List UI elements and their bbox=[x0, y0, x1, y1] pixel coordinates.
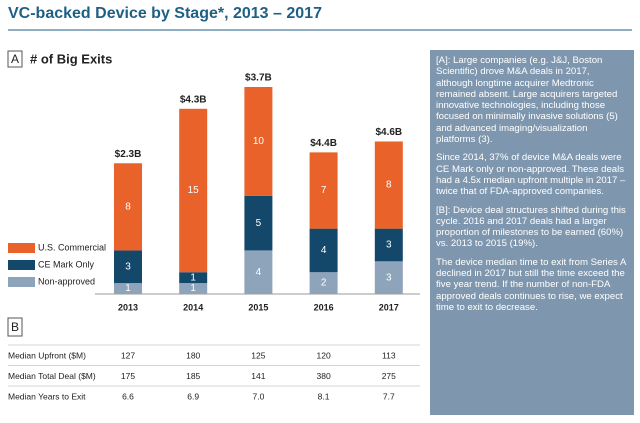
segment-label: 1 bbox=[190, 283, 196, 294]
cell: 125 bbox=[251, 350, 265, 360]
cell: 175 bbox=[121, 371, 135, 381]
section-box bbox=[7, 50, 23, 68]
cell: 380 bbox=[317, 371, 331, 381]
bar-segment bbox=[374, 141, 403, 229]
segment-label: 8 bbox=[125, 201, 131, 212]
row-label: Median Upfront ($M) bbox=[8, 350, 86, 360]
note-paragraph: The device median time to exit from Seri… bbox=[436, 256, 626, 313]
total-label: $4.6B bbox=[375, 127, 402, 138]
x-tick-label: 2017 bbox=[379, 302, 399, 312]
segment-label: 15 bbox=[188, 185, 200, 196]
section-letter: B bbox=[11, 320, 19, 334]
legend-swatch bbox=[8, 243, 35, 253]
segment-label: 8 bbox=[386, 180, 392, 191]
x-tick-label: 2015 bbox=[248, 302, 268, 312]
x-tick-label: 2013 bbox=[118, 302, 138, 312]
chart-subtitle: # of Big Exits bbox=[30, 51, 112, 66]
segment-label: 1 bbox=[190, 272, 196, 283]
segment-label: 1 bbox=[125, 283, 131, 294]
chart-title: VC-backed Device by Stage*, 2013 – 2017 bbox=[8, 5, 322, 22]
legend-swatch bbox=[8, 260, 35, 270]
cell: 6.9 bbox=[187, 391, 199, 401]
cell: 8.1 bbox=[318, 391, 330, 401]
segment-label: 3 bbox=[386, 240, 392, 251]
bar-segment bbox=[244, 87, 273, 196]
note-paragraph: [A]: Large companies (e.g. J&J, Boston S… bbox=[436, 55, 618, 146]
x-tick-label: 2014 bbox=[183, 302, 203, 312]
cell: 120 bbox=[317, 350, 331, 360]
segment-label: 7 bbox=[321, 185, 327, 196]
bar-segment bbox=[309, 152, 338, 229]
cell: 7.0 bbox=[252, 391, 264, 401]
notes-panel: [A]: Large companies (e.g. J&J, Boston S… bbox=[430, 50, 634, 415]
legend-label: U.S. Commercial bbox=[38, 242, 106, 252]
total-label: $3.7B bbox=[245, 73, 272, 84]
cell: 7.7 bbox=[383, 391, 395, 401]
legend-label: CE Mark Only bbox=[38, 259, 95, 269]
bar-segment bbox=[114, 250, 142, 284]
cell: 113 bbox=[382, 350, 396, 360]
section-box bbox=[7, 317, 23, 337]
total-label: $2.3B bbox=[115, 149, 142, 160]
cell: 180 bbox=[186, 350, 200, 360]
note-paragraph: [B]: Device deal structures shifted duri… bbox=[436, 204, 626, 250]
bar-segment bbox=[374, 261, 403, 294]
segment-label: 3 bbox=[125, 261, 131, 272]
bar-segment bbox=[114, 283, 142, 294]
total-label: $4.3B bbox=[180, 94, 207, 105]
cell: 141 bbox=[251, 371, 265, 381]
bar-segment bbox=[179, 283, 208, 294]
row-label: Median Years to Exit bbox=[8, 391, 86, 401]
segment-label: 5 bbox=[256, 218, 262, 229]
cell: 127 bbox=[121, 350, 135, 360]
bar-segment bbox=[114, 163, 142, 251]
note-paragraph: Since 2014, 37% of device M&A deals were… bbox=[436, 152, 626, 198]
segment-label: 4 bbox=[321, 245, 327, 256]
segment-label: 4 bbox=[256, 267, 262, 278]
bar-segment bbox=[244, 195, 273, 251]
segment-label: 10 bbox=[253, 136, 265, 147]
bar-segment bbox=[179, 108, 208, 273]
segment-label: 3 bbox=[386, 272, 392, 283]
cell: 185 bbox=[186, 371, 200, 381]
bar-segment bbox=[374, 228, 403, 262]
bar-segment bbox=[309, 228, 338, 273]
x-tick-label: 2016 bbox=[314, 302, 334, 312]
legend-label: Non-approved bbox=[38, 276, 95, 286]
legend-swatch bbox=[8, 277, 35, 287]
section-letter: A bbox=[11, 52, 19, 66]
bar-segment bbox=[244, 250, 273, 294]
bar-segment bbox=[309, 272, 338, 294]
segment-label: 2 bbox=[321, 278, 327, 289]
bar-segment bbox=[179, 272, 208, 284]
row-label: Median Total Deal ($M) bbox=[8, 371, 96, 381]
cell: 6.6 bbox=[122, 391, 134, 401]
total-label: $4.4B bbox=[310, 138, 337, 149]
cell: 275 bbox=[382, 371, 396, 381]
